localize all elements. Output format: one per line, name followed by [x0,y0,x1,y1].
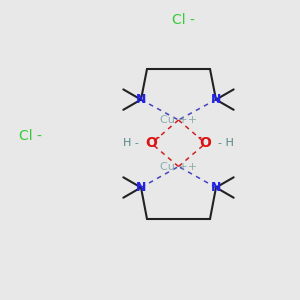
Text: Cl -: Cl - [172,13,194,26]
Text: N: N [211,181,221,194]
Text: O: O [146,136,158,150]
Text: Cu ++: Cu ++ [160,161,197,172]
Text: Cl -: Cl - [19,130,41,143]
Text: N: N [136,181,146,194]
Text: O: O [200,136,211,150]
Text: Cu ++: Cu ++ [160,115,197,125]
Text: N: N [211,93,221,106]
Text: -: - [155,133,160,143]
Text: N: N [136,93,146,106]
Text: -: - [197,133,202,143]
Text: H -: H - [123,138,139,148]
Text: - H: - H [218,138,234,148]
